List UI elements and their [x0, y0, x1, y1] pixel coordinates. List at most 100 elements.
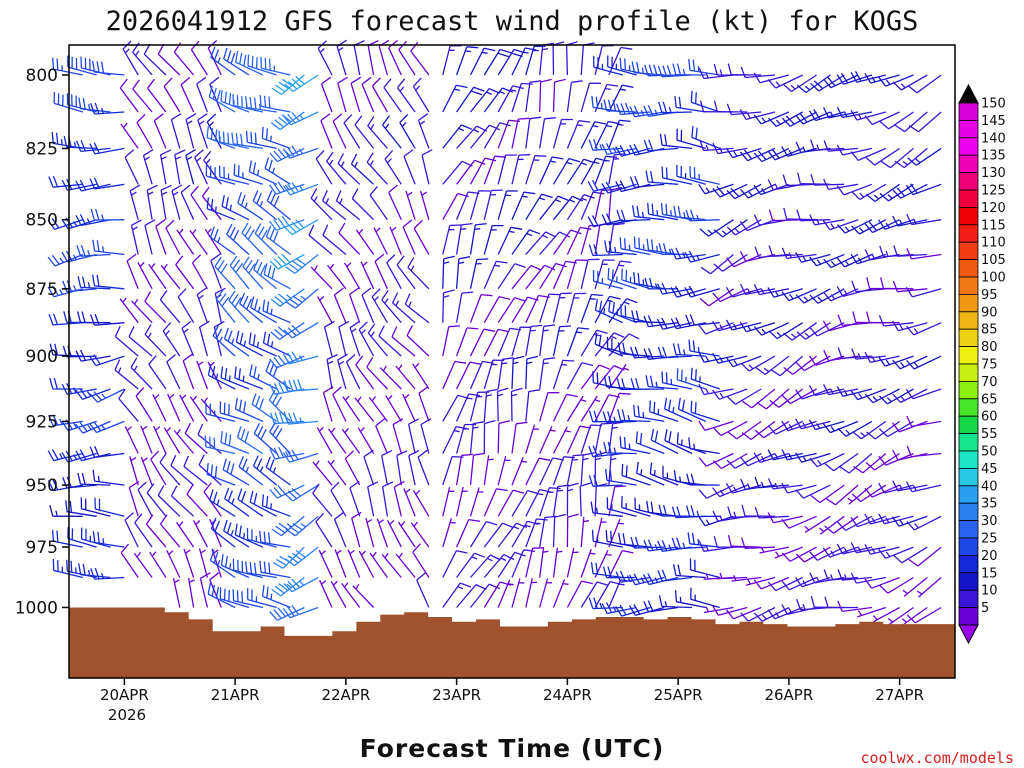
wind-barb [392, 292, 416, 324]
wind-barb [566, 425, 592, 454]
wind-barb [126, 253, 139, 290]
wind-barb [469, 258, 489, 289]
wind-barb [810, 174, 845, 186]
wind-barb [795, 452, 831, 463]
wind-barb [907, 74, 942, 94]
wind-barb [740, 355, 776, 372]
wind-barb [822, 288, 859, 302]
wind-barb [525, 193, 553, 221]
wind-barb [907, 147, 942, 166]
wind-barb [421, 149, 433, 185]
wind-barb [539, 156, 564, 185]
wind-barb [349, 480, 361, 517]
colorbar-swatch [958, 415, 979, 435]
wind-barb [865, 183, 900, 203]
wind-barb [153, 425, 167, 454]
wind-barb [808, 419, 845, 431]
plot-frame [68, 44, 956, 679]
wind-barb [636, 461, 665, 486]
wind-barb [483, 554, 515, 578]
wind-barb [619, 237, 651, 256]
wind-barb [419, 190, 430, 220]
wind-barb [580, 452, 595, 486]
wind-barb [539, 195, 569, 221]
wind-barb [753, 576, 790, 590]
wind-barb [270, 322, 305, 340]
wind-barb [608, 46, 633, 76]
wind-barb [850, 388, 887, 401]
wind-barb [52, 57, 83, 76]
wind-barb [580, 82, 601, 113]
wind-barb [510, 387, 523, 422]
wind-barb [552, 393, 578, 422]
wind-barb [315, 512, 333, 548]
wind-barb [658, 504, 693, 517]
wind-barb [836, 106, 873, 119]
wind-barb [355, 355, 375, 390]
wind-barb [220, 89, 250, 113]
wind-barb [285, 253, 319, 274]
wind-barb [552, 195, 584, 221]
wind-barb [354, 115, 375, 149]
wind-barb [511, 421, 528, 454]
wind-barb [712, 420, 748, 437]
wind-barb [193, 520, 208, 548]
wind-barb [672, 564, 706, 579]
wind-barb [580, 293, 603, 323]
colorbar: 1501451401351301251201151101051009590858… [958, 83, 1006, 645]
wind-barb [552, 513, 566, 548]
wind-barb [566, 259, 588, 289]
wind-barb [836, 144, 873, 156]
x-tick-label: 22APR [321, 686, 370, 704]
wind-barb [608, 260, 632, 290]
wind-barb [366, 357, 388, 390]
colorbar-label: 60 [981, 410, 998, 425]
wind-barb [483, 328, 510, 357]
wind-barb [220, 554, 250, 579]
wind-barb [358, 550, 375, 578]
wind-barb [670, 247, 706, 260]
colorbar-label: 135 [981, 149, 1006, 164]
wind-barb [249, 490, 278, 517]
wind-barb [712, 288, 748, 303]
wind-barb [795, 288, 831, 304]
wind-barb [157, 485, 181, 517]
wind-barb [259, 560, 291, 579]
wind-barb [878, 315, 914, 327]
wind-barb [698, 351, 734, 363]
wind-barb [320, 113, 333, 149]
colorbar-swatch [958, 485, 979, 504]
colorbar-label: 45 [981, 462, 998, 477]
wind-barb [326, 354, 338, 390]
wind-barb [608, 579, 632, 608]
wind-barb [196, 287, 209, 323]
wind-barb [144, 324, 167, 357]
wind-barb [220, 366, 250, 390]
wind-barb [753, 72, 790, 84]
wind-barb [592, 269, 623, 290]
wind-barb [90, 208, 125, 221]
wind-barb [726, 219, 762, 236]
wind-barb [781, 449, 817, 461]
wind-barb [310, 265, 333, 290]
wind-barb [687, 532, 720, 548]
wind-barb [608, 364, 630, 390]
wind-barb [234, 523, 264, 548]
wind-barb [905, 481, 942, 493]
wind-barb [132, 79, 153, 113]
wind-barb [511, 296, 539, 324]
wind-barb [350, 153, 375, 185]
wind-barb [456, 159, 486, 185]
wind-barb [200, 397, 222, 422]
wind-barb [767, 147, 803, 161]
wind-barb [170, 485, 195, 517]
wind-barb [892, 320, 928, 332]
wind-barb [497, 190, 518, 220]
wind-barb [209, 549, 236, 579]
wind-barb [552, 78, 566, 113]
wind-barb [618, 532, 651, 548]
wind-barb [795, 111, 831, 125]
wind-barb [880, 147, 914, 169]
wind-barb [241, 222, 264, 255]
